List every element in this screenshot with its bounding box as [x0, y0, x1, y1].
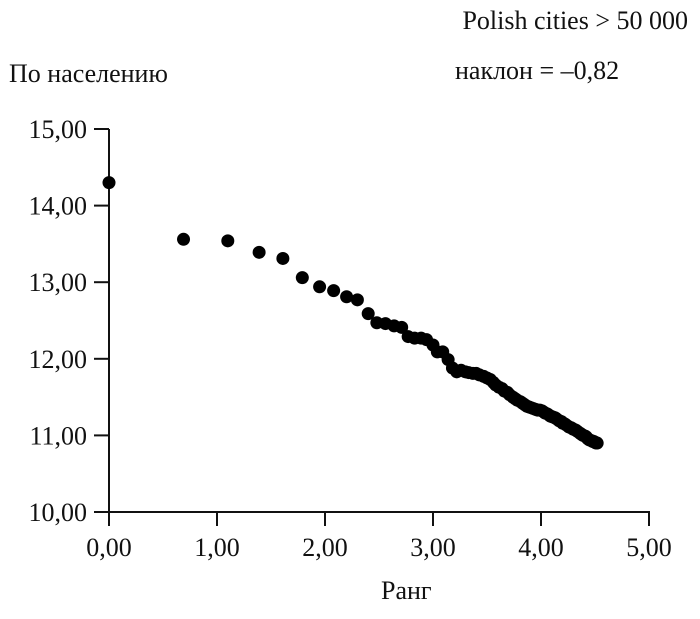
x-tick-label: 2,00 — [302, 533, 348, 562]
data-point — [276, 251, 290, 265]
data-points — [102, 176, 604, 450]
tick-labels: 10,00 11,00 12,00 13,00 14,00 15,00 0,00 1,00 2,… — [29, 115, 672, 562]
x-tick-label: 3,00 — [410, 533, 456, 562]
chart-title: Polish cities > 50 000 — [462, 6, 688, 35]
data-point — [327, 284, 341, 298]
y-axis-label: По населению — [9, 59, 168, 88]
slope-annotation: наклон = –0,82 — [455, 56, 620, 85]
data-point — [177, 232, 191, 246]
data-point — [590, 436, 604, 450]
x-tick-label: 5,00 — [626, 533, 672, 562]
data-point — [361, 307, 375, 321]
x-tick-label: 4,00 — [518, 533, 564, 562]
axes — [94, 128, 650, 526]
data-point — [350, 293, 364, 307]
y-tick-label: 12,00 — [29, 345, 88, 374]
data-point — [252, 245, 266, 259]
x-axis-label: Ранг — [381, 576, 432, 605]
y-tick-label: 10,00 — [29, 498, 88, 527]
y-tick-label: 11,00 — [29, 421, 87, 450]
data-point — [221, 234, 235, 248]
data-point — [295, 271, 309, 285]
data-point — [340, 290, 354, 304]
data-point — [313, 280, 327, 294]
x-tick-label: 1,00 — [194, 533, 240, 562]
y-tick-label: 14,00 — [29, 192, 88, 221]
data-point — [395, 320, 409, 334]
y-tick-label: 15,00 — [29, 115, 88, 144]
x-tick-label: 0,00 — [86, 533, 132, 562]
y-tick-label: 13,00 — [29, 268, 88, 297]
data-point — [102, 176, 116, 190]
